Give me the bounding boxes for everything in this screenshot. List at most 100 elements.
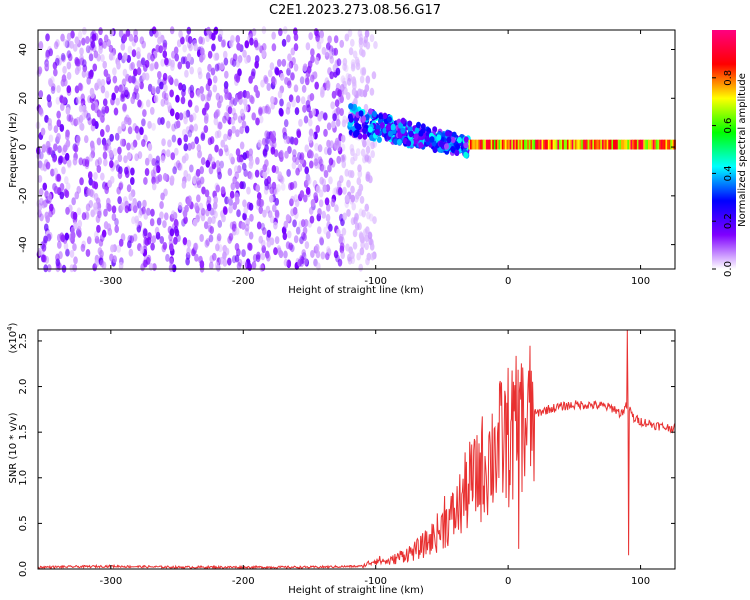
heatmap-cell [285,214,291,223]
heatmap-cell [336,58,342,67]
heatmap-cell [582,139,586,150]
heatmap-cell [73,221,78,230]
heatmap-cell [336,186,341,195]
heatmap-cell [169,89,174,98]
heatmap-cell [262,170,267,179]
heatmap-cell [103,208,108,217]
heatmap-cell [48,146,53,155]
heatmap-cell [199,176,205,185]
heatmap-cell [256,198,262,207]
heatmap-cell [369,34,375,43]
heatmap-cell [102,98,108,107]
heatmap-cell [299,258,305,267]
heatmap-cell [450,136,456,144]
heatmap-cell [297,258,302,267]
heatmap-cell [374,128,380,136]
heatmap-cell [241,249,246,258]
heatmap-cell [187,129,193,138]
heatmap-cell [493,139,497,150]
heatmap-cell [160,192,165,201]
heatmap-cell [143,211,149,220]
heatmap-cell [174,112,180,121]
heatmap-cell [566,139,570,150]
heatmap-cell [628,139,632,150]
heatmap-cell [597,139,600,150]
heatmap-cell [53,41,59,50]
heatmap-cell [364,203,370,212]
heatmap-cell [274,66,279,75]
heatmap-cell [291,161,297,170]
heatmap-cell [184,69,189,78]
heatmap-cell [185,61,191,70]
heatmap-cell [69,249,75,258]
heatmap-cell [102,151,108,160]
heatmap-cell [533,139,537,150]
heatmap-cell [112,67,117,76]
heatmap-cell [118,84,123,93]
heatmap-cell [216,235,221,244]
heatmap-cell [154,226,160,235]
spectrogram-frame [37,29,676,270]
heatmap-cell [262,164,268,173]
heatmap-cell [310,55,315,64]
heatmap-cell [315,125,321,134]
heatmap-cell [237,54,243,63]
heatmap-cell [229,57,235,66]
heatmap-cell [451,131,457,139]
heatmap-cell [67,53,73,62]
heatmap-cell [96,137,102,146]
heatmap-cell [66,71,72,80]
heatmap-cell [63,38,68,47]
heatmap-cell [328,51,334,60]
heatmap-cell [103,34,109,43]
heatmap-cell [68,114,74,123]
heatmap-cell [94,259,99,268]
heatmap-cell [319,236,324,245]
heatmap-cell [366,155,372,164]
heatmap-cell [340,251,346,260]
heatmap-cell [128,248,134,257]
heatmap-cell [344,168,350,177]
heatmap-cell [536,139,540,150]
heatmap-cell [136,67,142,76]
heatmap-cell [131,75,136,84]
heatmap-cell [65,106,71,115]
heatmap-cell [503,139,506,150]
heatmap-cell [72,157,78,166]
heatmap-cell [370,252,375,261]
heatmap-cell [265,205,271,214]
spectrogram-pixels [35,26,676,273]
heatmap-cell [350,194,356,203]
heatmap-cell [182,110,188,119]
heatmap-cell [358,33,364,42]
heatmap-cell [38,106,43,115]
heatmap-cell [304,166,310,175]
heatmap-cell [247,263,253,272]
spectrogram-x-tick-label: -100 [364,276,387,287]
heatmap-cell [234,196,240,205]
heatmap-cell [371,71,377,80]
heatmap-cell [282,127,287,136]
heatmap-cell [115,97,120,106]
heatmap-cell [329,71,334,80]
heatmap-cell [418,141,424,149]
heatmap-cell [468,139,471,150]
heatmap-cell [314,142,319,151]
heatmap-cell [429,136,435,143]
heatmap-cell [47,99,52,108]
heatmap-cell [177,201,183,210]
heatmap-cell [264,130,269,139]
heatmap-cell [288,60,294,69]
heatmap-cell [145,99,151,108]
heatmap-cell [93,230,99,239]
heatmap-cell [290,195,295,204]
heatmap-cell [249,37,254,46]
heatmap-cell [211,207,216,216]
heatmap-cell [46,264,52,273]
heatmap-cell [522,139,525,150]
heatmap-cell [160,116,165,125]
heatmap-cell [177,137,182,146]
heatmap-cell [131,216,136,225]
heatmap-cell [85,203,91,212]
heatmap-cell [123,52,128,61]
